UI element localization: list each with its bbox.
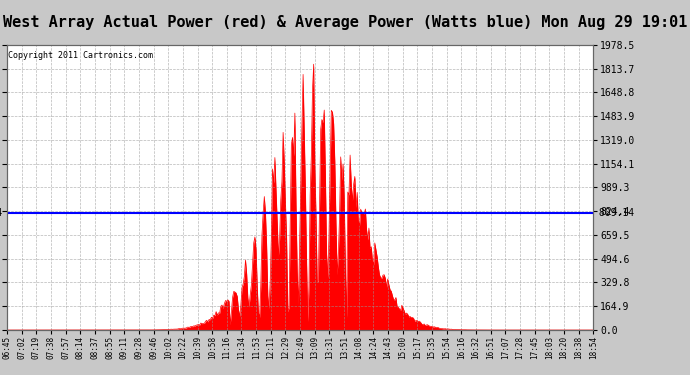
Text: 809.14: 809.14	[0, 209, 3, 219]
Text: 809.14: 809.14	[593, 209, 635, 219]
Text: West Array Actual Power (red) & Average Power (Watts blue) Mon Aug 29 19:01: West Array Actual Power (red) & Average …	[3, 15, 687, 30]
Text: Copyright 2011 Cartronics.com: Copyright 2011 Cartronics.com	[8, 51, 153, 60]
Text: 809.14: 809.14	[0, 209, 1, 219]
